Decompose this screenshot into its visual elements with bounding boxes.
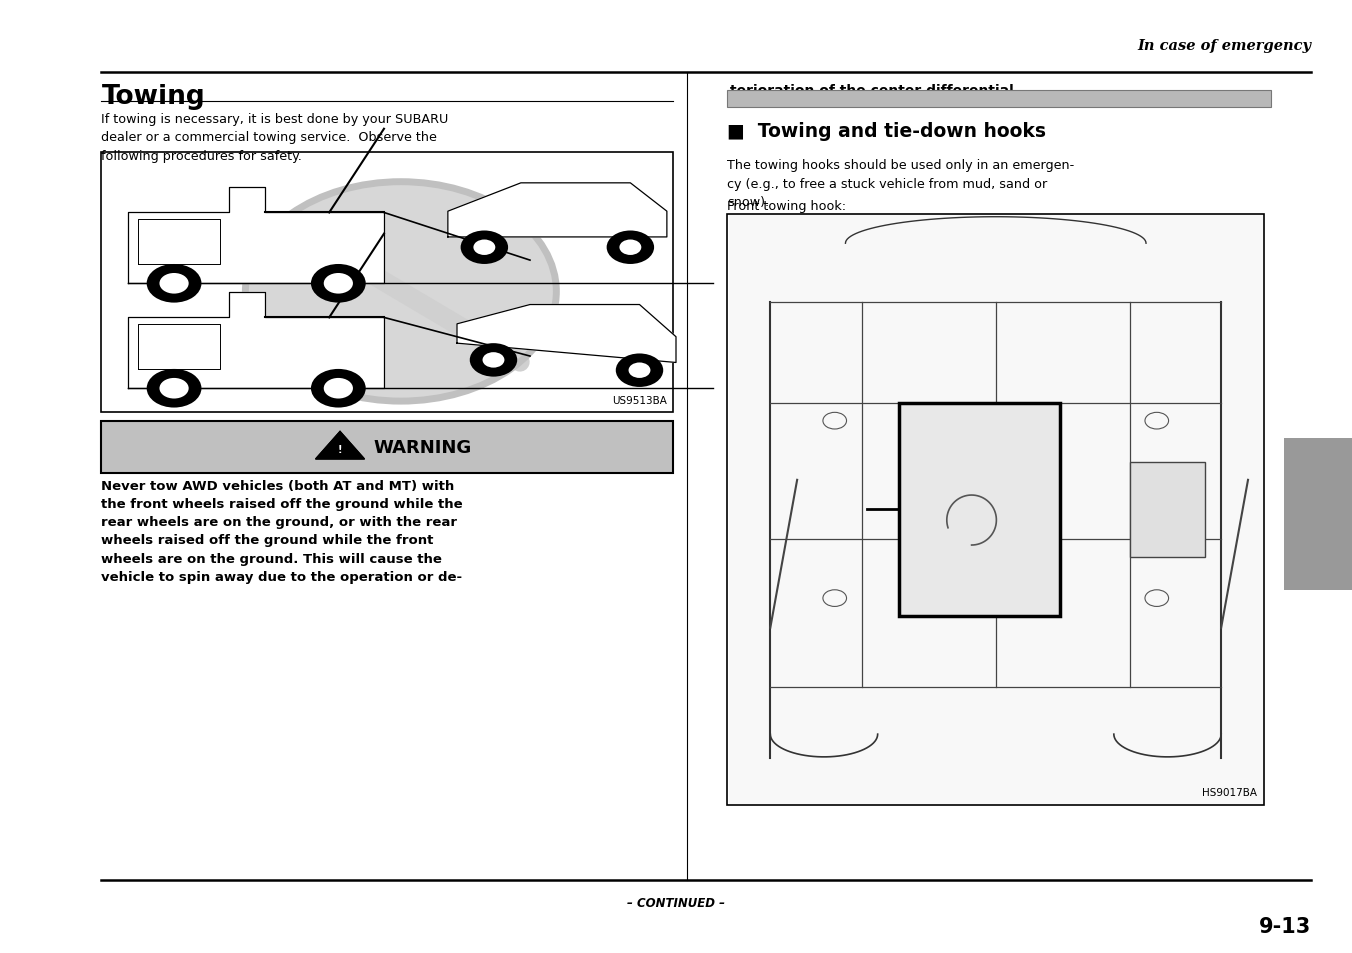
- Circle shape: [245, 183, 557, 402]
- FancyBboxPatch shape: [101, 152, 673, 413]
- Text: Never tow AWD vehicles (both AT and MT) with
the front wheels raised off the gro: Never tow AWD vehicles (both AT and MT) …: [101, 479, 462, 583]
- Polygon shape: [128, 188, 384, 284]
- Circle shape: [607, 232, 654, 265]
- Circle shape: [160, 274, 189, 294]
- Circle shape: [619, 240, 641, 255]
- Text: US9513BA: US9513BA: [611, 396, 667, 406]
- Text: The towing hooks should be used only in an emergen-
cy (e.g., to free a stuck ve: The towing hooks should be used only in …: [727, 159, 1075, 209]
- Text: 9-13: 9-13: [1259, 917, 1311, 936]
- Text: – CONTINUED –: – CONTINUED –: [627, 896, 725, 909]
- Text: ■  Towing and tie-down hooks: ■ Towing and tie-down hooks: [727, 122, 1046, 141]
- Text: WARNING: WARNING: [373, 438, 472, 456]
- Circle shape: [323, 274, 353, 294]
- FancyBboxPatch shape: [729, 215, 1263, 804]
- FancyBboxPatch shape: [1130, 462, 1205, 558]
- Circle shape: [615, 355, 664, 388]
- Text: Front towing hook:: Front towing hook:: [727, 200, 846, 213]
- FancyBboxPatch shape: [727, 214, 1264, 805]
- Circle shape: [146, 370, 201, 408]
- Text: terioration of the center differential.: terioration of the center differential.: [730, 84, 1019, 98]
- Circle shape: [473, 240, 495, 255]
- Text: In case of emergency: In case of emergency: [1137, 39, 1311, 52]
- Polygon shape: [128, 293, 384, 389]
- Polygon shape: [448, 184, 667, 237]
- Text: !: !: [338, 444, 342, 455]
- Circle shape: [160, 378, 189, 399]
- Circle shape: [311, 265, 365, 303]
- Circle shape: [483, 353, 504, 368]
- FancyBboxPatch shape: [727, 91, 1271, 108]
- Text: Towing: Towing: [101, 84, 206, 110]
- Polygon shape: [315, 432, 364, 459]
- Circle shape: [311, 370, 365, 408]
- Text: HS9017BA: HS9017BA: [1202, 788, 1257, 798]
- FancyBboxPatch shape: [899, 403, 1060, 617]
- Polygon shape: [457, 305, 676, 363]
- FancyBboxPatch shape: [1284, 438, 1352, 591]
- FancyBboxPatch shape: [101, 421, 673, 474]
- Text: If towing is necessary, it is best done by your SUBARU
dealer or a commercial to: If towing is necessary, it is best done …: [101, 112, 449, 162]
- Circle shape: [461, 232, 508, 265]
- Circle shape: [323, 378, 353, 399]
- Circle shape: [146, 265, 201, 303]
- Circle shape: [629, 363, 650, 378]
- Circle shape: [469, 344, 518, 377]
